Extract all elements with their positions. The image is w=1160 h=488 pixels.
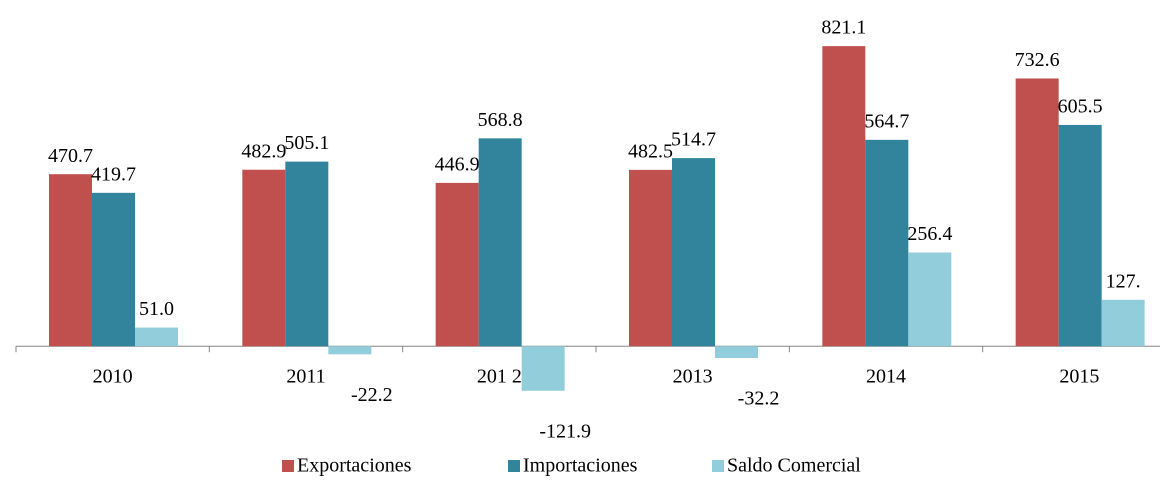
x-tick-label: 2010 <box>93 366 133 388</box>
x-tick-label: 2014 <box>866 366 906 388</box>
data-label: 605.5 <box>1058 96 1103 118</box>
x-tick-label: 201 2 <box>477 366 522 388</box>
bar <box>135 327 178 347</box>
x-tick-label: 2013 <box>673 366 713 388</box>
bar <box>478 138 522 347</box>
bar <box>92 192 135 347</box>
bar <box>822 46 866 347</box>
data-label: 732.6 <box>1015 49 1060 71</box>
bar <box>715 346 758 358</box>
data-label: 568.8 <box>478 109 523 131</box>
data-label: 256.4 <box>907 223 952 245</box>
bar <box>1058 124 1102 347</box>
legend-label: Exportaciones <box>297 455 412 477</box>
bar <box>1015 78 1059 347</box>
x-tick-label: 2011 <box>286 366 325 388</box>
data-label: 821.1 <box>821 17 866 39</box>
data-label: -121.9 <box>539 420 591 442</box>
bar <box>629 169 672 347</box>
data-label: 446.9 <box>435 153 480 175</box>
data-label: 482.9 <box>241 140 286 162</box>
bar <box>521 346 565 391</box>
bar <box>908 252 952 347</box>
x-tick-label: 2015 <box>1059 366 1099 388</box>
bar <box>435 182 479 347</box>
legend-swatch <box>508 460 520 472</box>
data-label: 51.0 <box>139 298 174 320</box>
data-label: 514.7 <box>671 129 716 151</box>
data-label: -32.2 <box>738 388 780 410</box>
data-label: 470.7 <box>48 145 93 167</box>
data-label: 564.7 <box>864 110 909 132</box>
data-label: 127. <box>1106 270 1141 292</box>
legend-label: Saldo Comercial <box>727 455 861 477</box>
bar <box>672 158 715 347</box>
bar <box>49 174 92 347</box>
legend-label: Importaciones <box>523 455 638 477</box>
bar <box>285 161 329 347</box>
data-label: -22.2 <box>351 384 393 406</box>
data-label: 505.1 <box>284 132 329 154</box>
legend-swatch <box>282 460 294 472</box>
bar <box>865 139 909 347</box>
legend-swatch <box>712 460 724 472</box>
bar <box>328 346 372 355</box>
bar <box>242 169 286 347</box>
data-label: 482.5 <box>628 140 673 162</box>
bar <box>1101 299 1145 347</box>
data-label: 419.7 <box>91 163 136 185</box>
